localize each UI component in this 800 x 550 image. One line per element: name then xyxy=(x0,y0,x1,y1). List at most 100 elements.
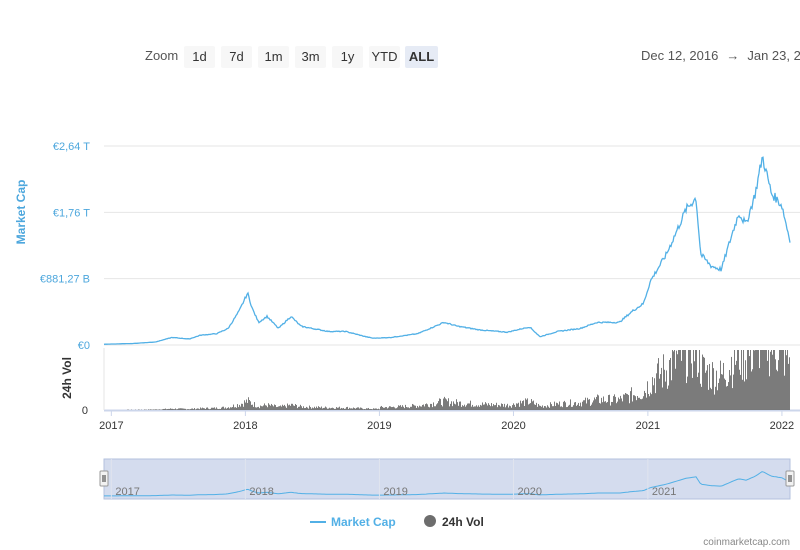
volume-bar xyxy=(239,404,240,410)
volume-bar xyxy=(600,403,601,410)
zoom-button-3m[interactable]: 3m xyxy=(295,46,326,68)
zoom-button-7d[interactable]: 7d xyxy=(221,46,252,68)
volume-bar xyxy=(568,405,569,410)
navigator-left-handle[interactable] xyxy=(99,470,109,487)
volume-bar xyxy=(206,407,207,410)
volume-bar xyxy=(348,408,349,410)
volume-bar xyxy=(653,385,654,410)
volume-bar xyxy=(401,406,402,410)
volume-bar xyxy=(597,394,598,410)
volume-bar xyxy=(261,406,262,410)
range-arrow-icon: → xyxy=(726,48,740,63)
volume-bar xyxy=(463,406,464,410)
volume-bar xyxy=(702,354,703,410)
volume-bar xyxy=(336,407,337,410)
volume-bar xyxy=(405,404,406,410)
volume-bar xyxy=(643,396,644,410)
navigator-tick-label: 2021 xyxy=(652,486,676,498)
volume-bar xyxy=(383,407,384,410)
volume-bar xyxy=(218,409,219,410)
volume-bar xyxy=(263,405,264,410)
volume-bar xyxy=(163,408,164,410)
range-to-input[interactable]: Jan 23, 2 xyxy=(747,48,800,63)
volume-bar xyxy=(618,397,619,410)
volume-bar xyxy=(556,402,557,410)
volume-bar xyxy=(669,360,670,410)
volume-bar xyxy=(601,397,602,410)
volume-bar xyxy=(503,406,504,410)
volume-bar xyxy=(617,401,618,410)
volume-bar xyxy=(240,406,241,410)
volume-bar xyxy=(174,409,175,410)
legend-market-cap[interactable]: Market Cap xyxy=(331,515,396,529)
volume-bar xyxy=(292,403,293,410)
volume-bar xyxy=(208,408,209,410)
legend-24h-vol[interactable]: 24h Vol xyxy=(442,515,484,529)
credit-link[interactable]: coinmarketcap.com xyxy=(703,537,790,548)
volume-bar xyxy=(490,406,491,410)
volume-bar xyxy=(580,402,581,410)
volume-bar xyxy=(332,407,333,410)
volume-bar xyxy=(427,404,428,410)
volume-bar xyxy=(506,405,507,410)
volume-bar xyxy=(316,406,317,410)
volume-bar xyxy=(351,408,352,410)
volume-bar xyxy=(609,394,610,410)
volume-bar xyxy=(337,407,338,410)
volume-bar xyxy=(447,401,448,410)
volume-bar xyxy=(623,394,624,410)
volume-bar xyxy=(625,392,626,410)
volume-bar xyxy=(693,350,694,410)
volume-bar xyxy=(269,404,270,410)
volume-bar xyxy=(469,403,470,410)
volume-bar xyxy=(341,407,342,410)
volume-bar xyxy=(698,372,699,410)
volume-bar xyxy=(231,407,232,410)
volume-bar xyxy=(531,399,532,410)
volume-bar xyxy=(532,401,533,410)
volume-bar xyxy=(470,400,471,410)
volume-bar xyxy=(645,392,646,410)
volume-bar xyxy=(378,408,379,410)
volume-bar xyxy=(175,408,176,410)
zoom-button-all[interactable]: ALL xyxy=(405,46,438,68)
volume-bar xyxy=(525,398,526,410)
volume-bar xyxy=(165,408,166,410)
volume-bar xyxy=(467,403,468,410)
volume-bar xyxy=(366,408,367,410)
volume-bar xyxy=(560,406,561,410)
volume-bar xyxy=(193,409,194,410)
volume-bar xyxy=(584,400,585,410)
volume-bar xyxy=(340,408,341,410)
zoom-button-1d[interactable]: 1d xyxy=(184,46,215,68)
volume-bar xyxy=(183,408,184,410)
legend-circle-icon xyxy=(424,515,436,527)
volume-bar xyxy=(395,408,396,410)
zoom-button-1m[interactable]: 1m xyxy=(258,46,289,68)
volume-bar xyxy=(150,409,151,410)
volume-bar xyxy=(444,396,445,410)
volume-bar xyxy=(364,408,365,410)
volume-bar xyxy=(567,406,568,410)
zoom-button-1y[interactable]: 1y xyxy=(332,46,363,68)
volume-bar xyxy=(390,406,391,410)
volume-bar xyxy=(565,402,566,410)
volume-bar xyxy=(468,403,469,410)
navigator-right-handle[interactable] xyxy=(785,470,795,487)
volume-bar xyxy=(358,407,359,410)
volume-bar xyxy=(417,405,418,410)
zoom-button-ytd[interactable]: YTD xyxy=(369,46,400,68)
volume-bar xyxy=(280,405,281,410)
volume-bar xyxy=(415,405,416,410)
volume-bar xyxy=(661,367,662,410)
volume-bar xyxy=(595,399,596,410)
volume-bar xyxy=(704,357,705,410)
volume-bar xyxy=(180,408,181,410)
range-from-input[interactable]: Dec 12, 2016 xyxy=(641,48,719,63)
volume-bar xyxy=(592,402,593,410)
volume-bar xyxy=(219,408,220,410)
volume-bar xyxy=(615,396,616,410)
volume-bar xyxy=(465,406,466,410)
navigator-tick-label: 2018 xyxy=(249,486,273,498)
